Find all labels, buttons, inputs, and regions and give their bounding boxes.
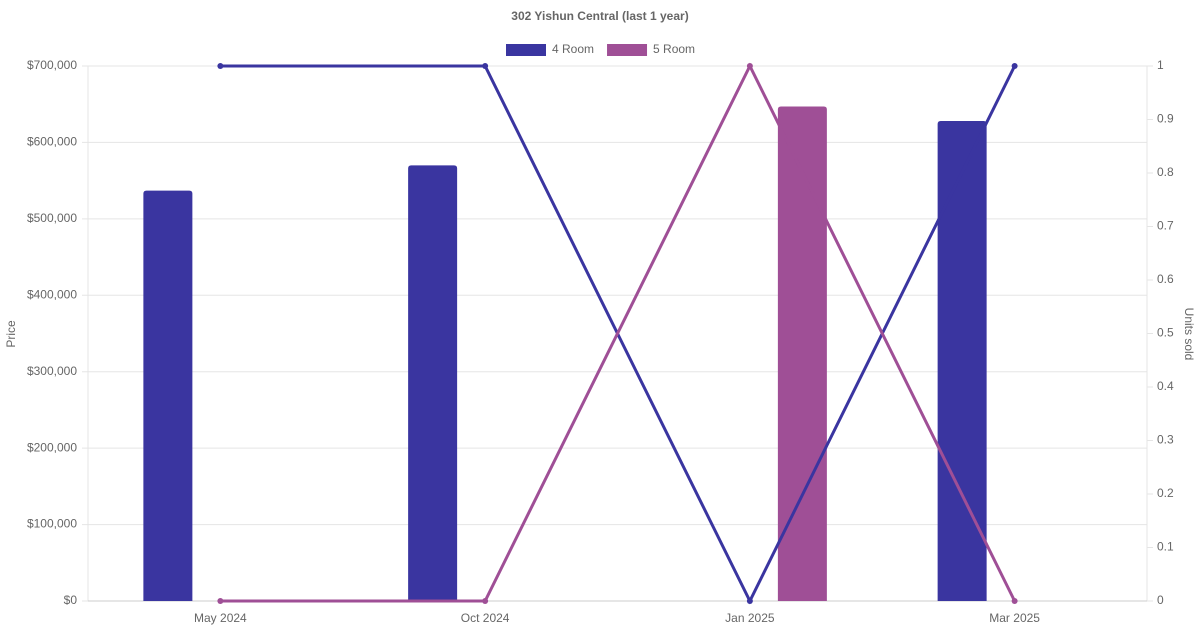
y2-tick-label: 0.1	[1157, 540, 1174, 554]
point	[217, 598, 224, 604]
line	[220, 62, 1016, 603]
y2-tick-label: 0.2	[1157, 486, 1174, 500]
legend-label: 4 Room	[552, 42, 594, 56]
y-tick-label: $600,000	[27, 135, 77, 149]
y2-tick-label: 0.3	[1157, 433, 1174, 447]
point	[482, 63, 489, 69]
y-tick-label: $0	[64, 593, 78, 607]
y2-tick-label: 0.5	[1157, 326, 1174, 340]
legend-swatch	[506, 44, 546, 56]
y2-tick-label: 1	[1157, 58, 1164, 72]
bar	[143, 190, 193, 602]
bar	[777, 106, 827, 601]
y2-tick-label: 0.6	[1157, 272, 1174, 286]
point	[746, 598, 753, 604]
x-tick-label: May 2024	[194, 611, 247, 625]
point	[746, 63, 753, 69]
y2-axis-title: Units sold	[1182, 308, 1196, 361]
point	[482, 598, 489, 604]
point	[217, 63, 224, 69]
y2-tick-label: 0.8	[1157, 165, 1174, 179]
x-tick-label: Jan 2025	[725, 611, 775, 625]
legend-label: 5 Room	[653, 42, 695, 56]
y-tick-label: $400,000	[27, 287, 77, 301]
y-tick-label: $200,000	[27, 440, 77, 454]
y2-tick-label: 0.9	[1157, 112, 1174, 126]
point	[1011, 63, 1018, 69]
point	[1011, 598, 1018, 604]
x-tick-label: Oct 2024	[461, 611, 510, 625]
y2-tick-label: 0	[1157, 593, 1164, 607]
y2-tick-label: 0.7	[1157, 219, 1174, 233]
y-axis-title: Price	[4, 320, 18, 348]
y-tick-label: $500,000	[27, 211, 77, 225]
chart-title: 302 Yishun Central (last 1 year)	[511, 9, 688, 23]
bar	[408, 165, 458, 601]
y-tick-label: $700,000	[27, 58, 77, 72]
bar	[937, 121, 987, 602]
y-tick-label: $100,000	[27, 517, 77, 531]
y2-tick-label: 0.4	[1157, 379, 1174, 393]
legend-swatch	[607, 44, 648, 56]
x-tick-label: Mar 2025	[989, 611, 1040, 625]
y-tick-label: $300,000	[27, 364, 77, 378]
